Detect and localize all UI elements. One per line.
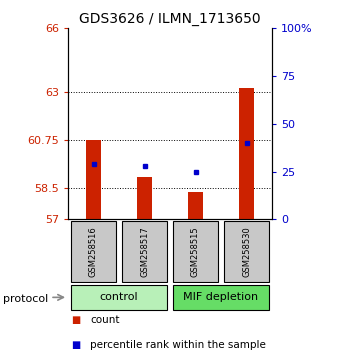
Text: MIF depletion: MIF depletion — [184, 292, 258, 302]
Text: control: control — [100, 292, 138, 302]
Text: protocol: protocol — [3, 294, 49, 304]
Bar — [71, 221, 116, 282]
Bar — [173, 285, 270, 310]
Text: GSM258515: GSM258515 — [191, 226, 200, 277]
Text: count: count — [90, 315, 120, 325]
Bar — [137, 177, 152, 219]
Bar — [86, 140, 101, 219]
Bar — [239, 88, 254, 219]
Bar — [122, 221, 167, 282]
Text: GSM258517: GSM258517 — [140, 226, 149, 277]
Text: GSM258530: GSM258530 — [242, 226, 251, 277]
Bar — [71, 285, 167, 310]
Bar — [224, 221, 269, 282]
Bar — [188, 192, 203, 219]
Text: percentile rank within the sample: percentile rank within the sample — [90, 340, 266, 350]
Text: ■: ■ — [71, 315, 81, 325]
Bar — [173, 221, 219, 282]
Title: GDS3626 / ILMN_1713650: GDS3626 / ILMN_1713650 — [79, 12, 261, 26]
Text: GSM258516: GSM258516 — [89, 226, 98, 277]
Text: ■: ■ — [71, 340, 81, 350]
